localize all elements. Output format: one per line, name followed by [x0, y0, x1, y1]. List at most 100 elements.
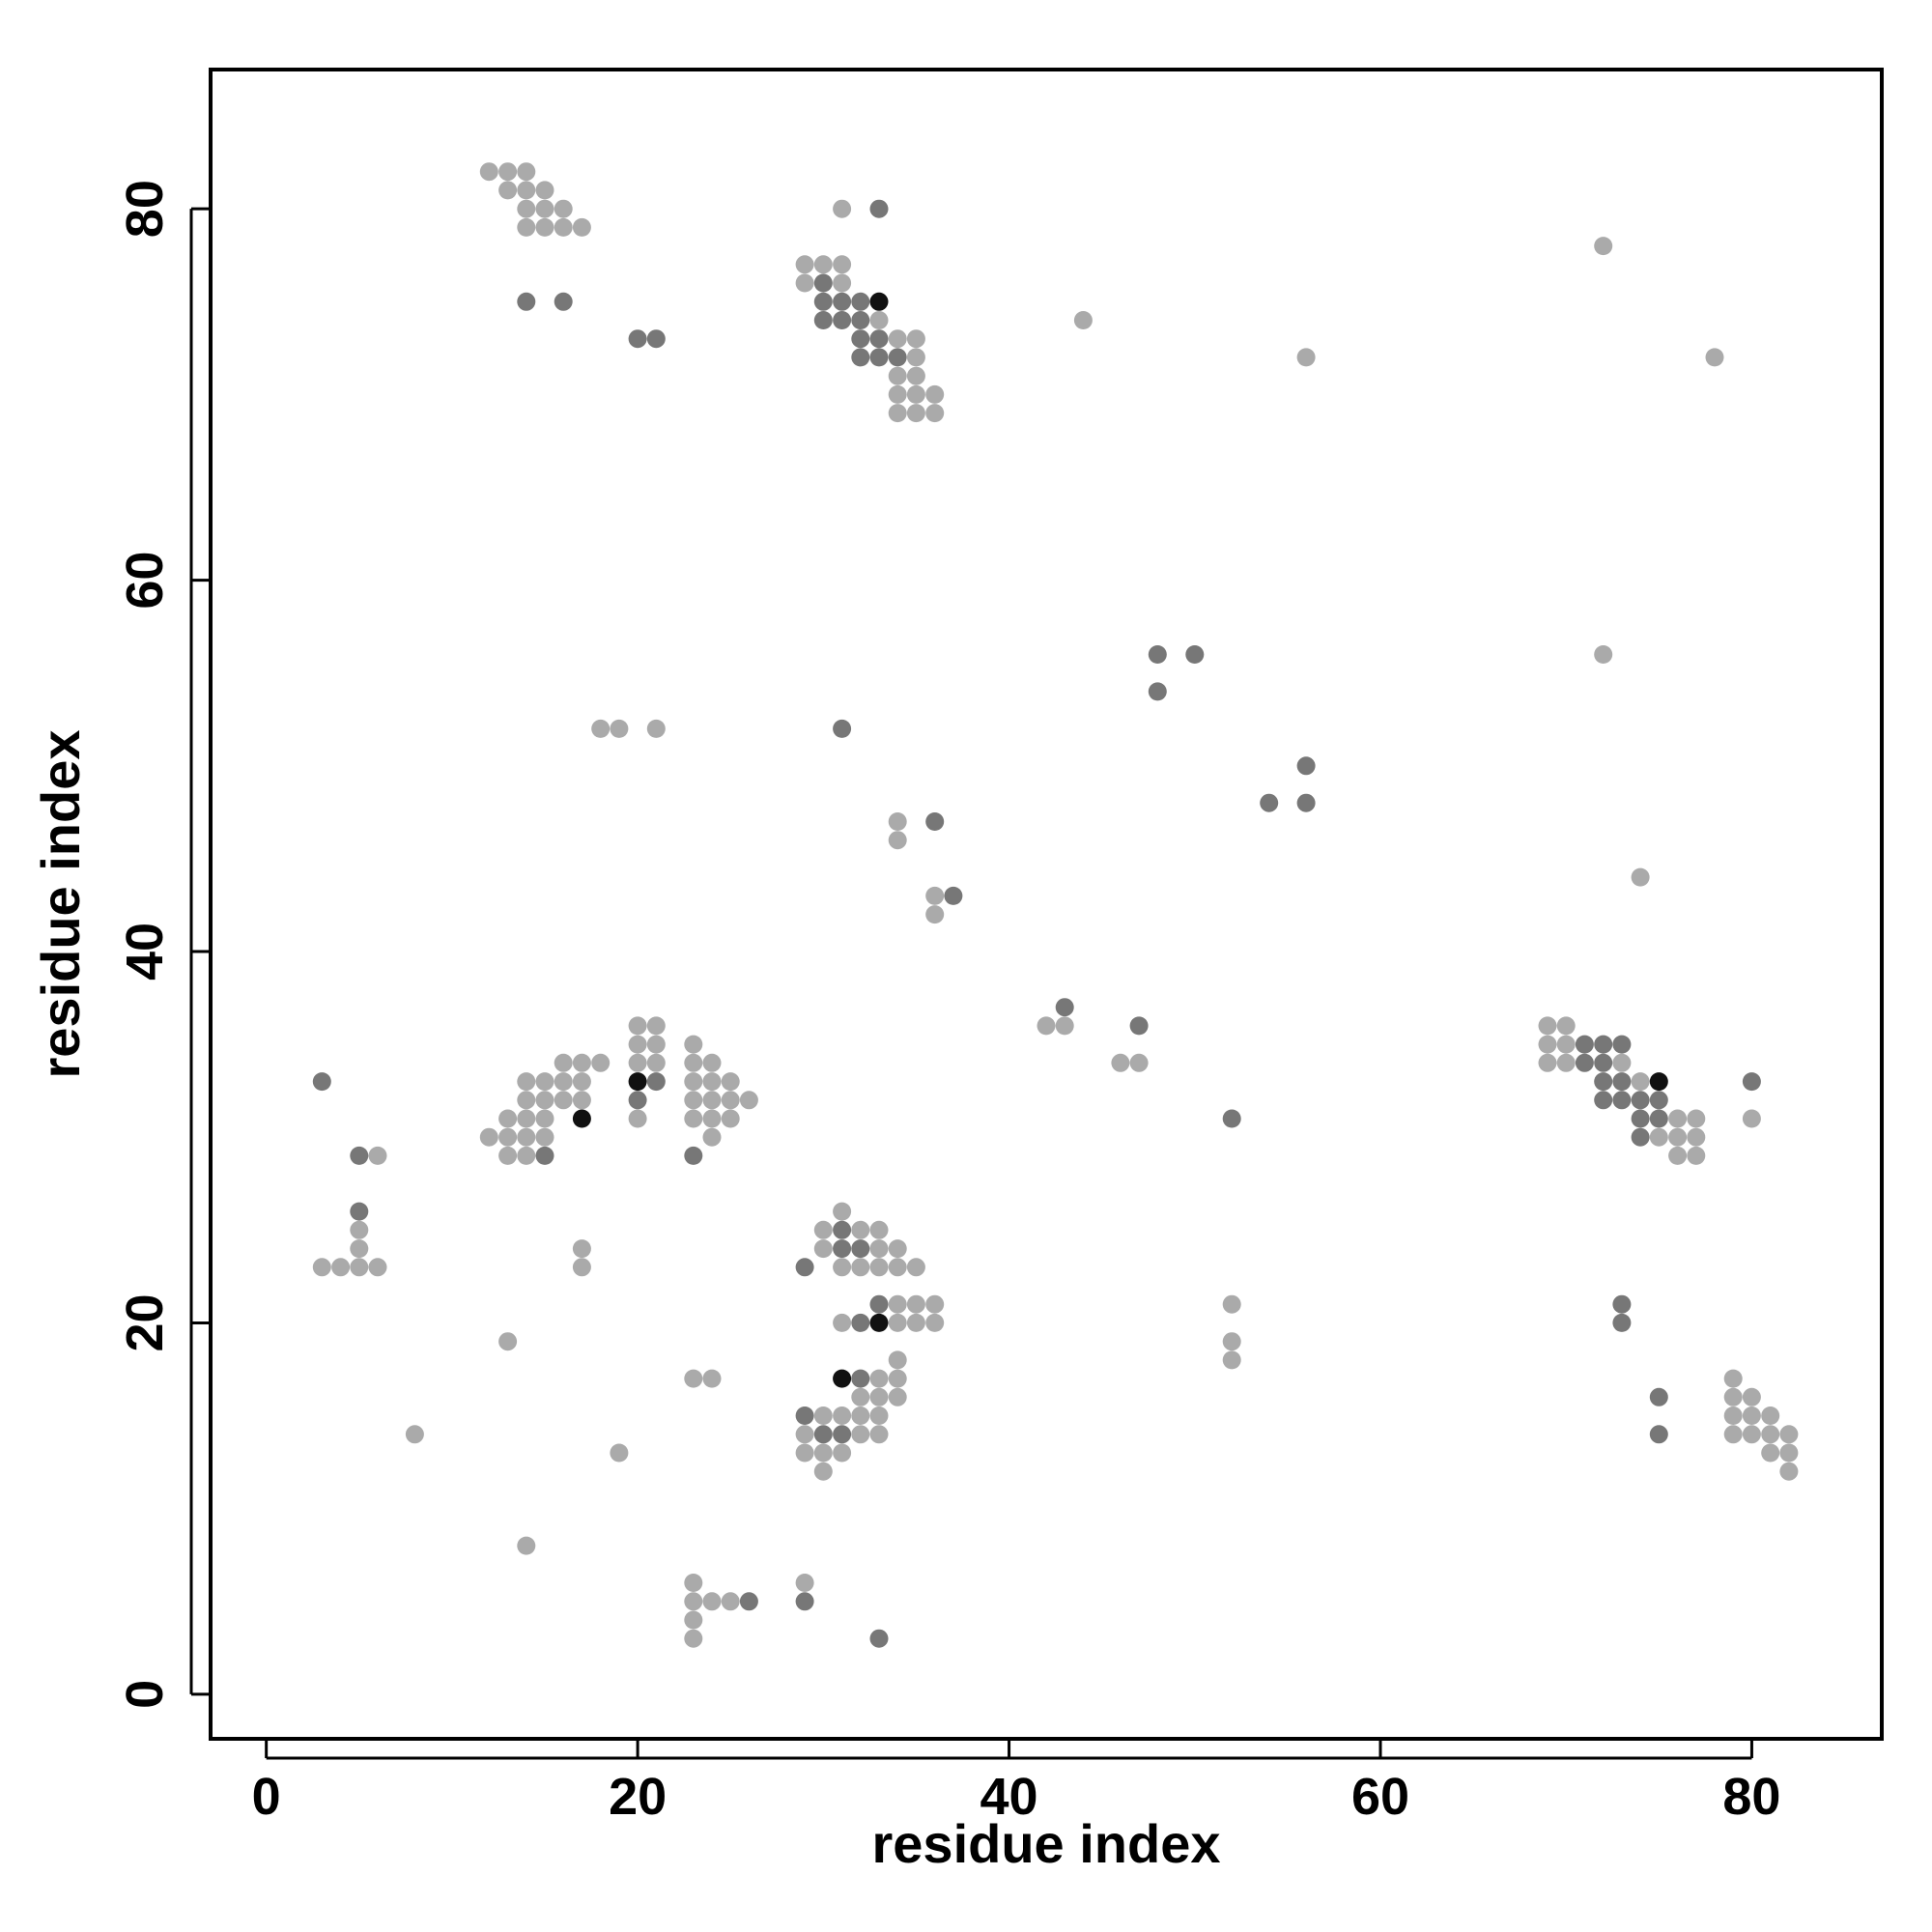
data-point	[888, 1369, 907, 1388]
data-point	[795, 255, 814, 274]
data-point	[368, 1146, 387, 1165]
data-point	[628, 1035, 647, 1054]
data-point	[851, 1406, 870, 1425]
x-axis: 0 20 40 60 80	[252, 1739, 1780, 1826]
data-point	[535, 1091, 554, 1110]
data-point	[1649, 1109, 1668, 1128]
data-point	[888, 1294, 907, 1314]
data-point	[646, 1053, 666, 1072]
data-point	[833, 255, 852, 274]
data-point	[739, 1091, 758, 1110]
y-tick-label: 20	[116, 1293, 174, 1351]
data-point	[1594, 1072, 1613, 1092]
data-point	[554, 199, 573, 218]
data-point	[721, 1592, 740, 1611]
data-point	[888, 348, 907, 367]
data-point	[554, 217, 573, 237]
data-point	[721, 1109, 740, 1128]
data-point	[684, 1053, 703, 1072]
data-point	[535, 1072, 554, 1092]
data-point	[1631, 1072, 1650, 1092]
data-point	[1185, 645, 1205, 664]
data-point	[833, 1239, 852, 1259]
data-point	[1222, 1109, 1241, 1128]
data-point	[350, 1202, 369, 1221]
data-point	[1742, 1072, 1761, 1092]
data-point	[572, 217, 591, 237]
data-point	[1612, 1035, 1632, 1054]
data-point	[888, 1313, 907, 1332]
data-point	[684, 1369, 703, 1388]
data-point	[1296, 793, 1316, 812]
data-point	[869, 292, 889, 311]
data-point	[1594, 1035, 1613, 1054]
data-point	[702, 1592, 722, 1611]
data-point	[851, 1258, 870, 1277]
data-point	[1779, 1425, 1799, 1444]
data-point	[1687, 1127, 1706, 1147]
data-point	[721, 1072, 740, 1092]
data-point	[628, 1072, 647, 1092]
data-point	[312, 1072, 331, 1092]
data-point	[1631, 1091, 1650, 1110]
data-point	[350, 1220, 369, 1239]
data-point	[498, 181, 518, 200]
y-tick-label: 60	[116, 552, 174, 610]
data-point	[925, 812, 945, 831]
data-point	[554, 1053, 573, 1072]
data-point	[628, 1091, 647, 1110]
data-point	[869, 1387, 889, 1406]
data-point	[813, 1425, 833, 1444]
data-point	[1687, 1109, 1706, 1128]
data-point	[1779, 1443, 1799, 1463]
data-point	[925, 1313, 945, 1332]
data-point	[535, 1127, 554, 1147]
data-point	[312, 1258, 331, 1277]
data-point	[1649, 1091, 1668, 1110]
data-point	[851, 1387, 870, 1406]
data-point	[888, 1387, 907, 1406]
data-point	[517, 1109, 536, 1128]
data-point	[517, 217, 536, 237]
data-point	[869, 1629, 889, 1648]
data-point	[1129, 1053, 1149, 1072]
data-point	[684, 1592, 703, 1611]
data-point	[1575, 1035, 1594, 1054]
data-point	[1612, 1053, 1632, 1072]
data-point	[795, 1574, 814, 1592]
data-point	[1222, 1294, 1241, 1314]
data-point	[684, 1574, 703, 1592]
data-point	[795, 273, 814, 293]
data-point	[1296, 756, 1316, 776]
data-point	[572, 1072, 591, 1092]
data-point	[517, 1091, 536, 1110]
data-point	[888, 1258, 907, 1277]
data-point	[1538, 1016, 1557, 1036]
data-point	[851, 1220, 870, 1239]
data-point	[535, 1109, 554, 1128]
data-point	[1594, 1053, 1613, 1072]
data-point	[702, 1091, 722, 1110]
data-point	[572, 1053, 591, 1072]
data-point	[350, 1239, 369, 1259]
data-point	[813, 255, 833, 274]
data-point	[925, 384, 945, 404]
data-point	[833, 292, 852, 311]
data-point	[535, 181, 554, 200]
data-point	[833, 719, 852, 738]
data-point	[628, 1053, 647, 1072]
x-tick-label: 40	[980, 1768, 1038, 1826]
data-point	[833, 1443, 852, 1463]
data-point	[906, 1294, 925, 1314]
data-point	[1723, 1406, 1743, 1425]
data-point	[628, 1016, 647, 1036]
data-point	[906, 384, 925, 404]
data-point	[1761, 1425, 1780, 1444]
data-point	[1612, 1072, 1632, 1092]
data-point	[813, 292, 833, 311]
y-tick-label: 80	[116, 180, 174, 238]
data-point	[702, 1109, 722, 1128]
x-tick-label: 20	[609, 1768, 667, 1826]
data-point	[906, 404, 925, 423]
data-point	[906, 366, 925, 385]
